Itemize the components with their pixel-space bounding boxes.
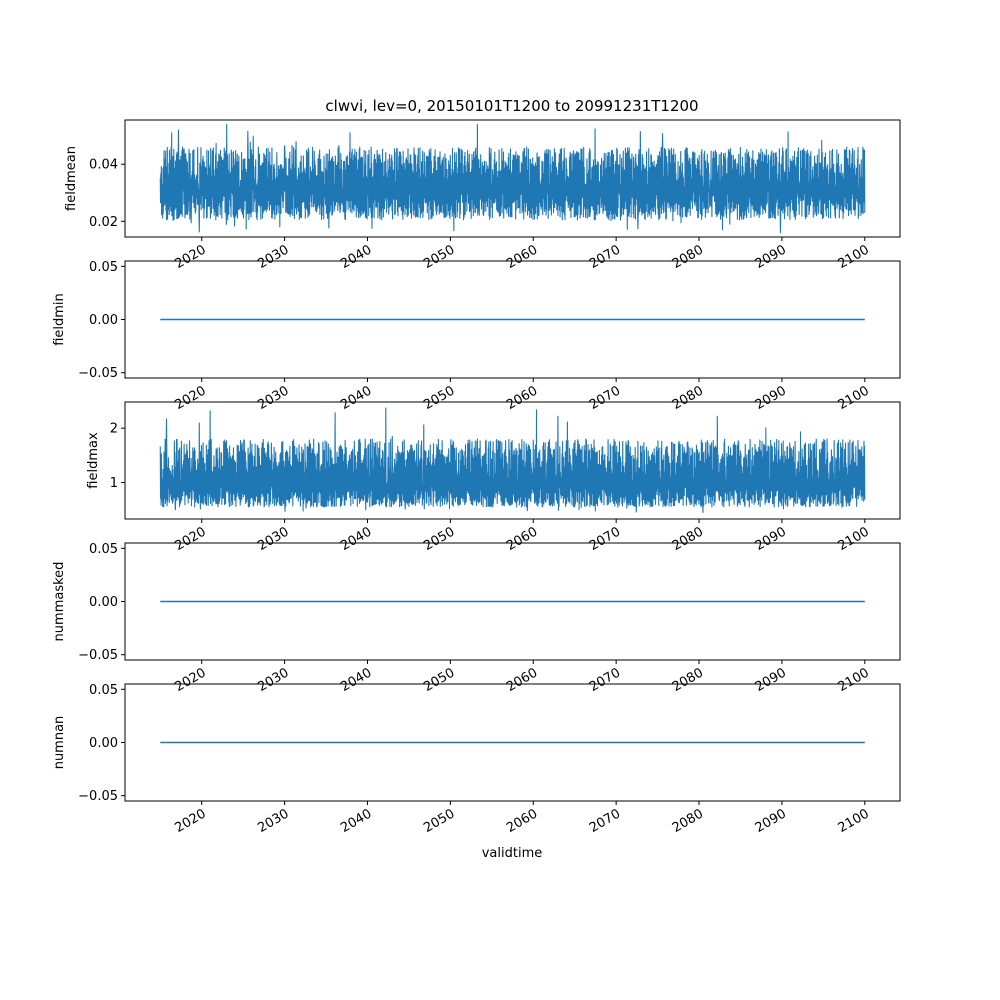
y-axis-label-fieldmax: fieldmax	[86, 432, 101, 489]
y-tick-label-numnan: 0.00	[89, 736, 118, 751]
y-tick-label-fieldmin: 0.05	[89, 260, 118, 275]
y-tick-label-fieldmax: 2	[110, 422, 118, 437]
y-axis-label-numnan: numnan	[52, 716, 67, 770]
y-tick-label-numnan: −0.05	[78, 789, 118, 804]
y-axis-label-fieldmean: fieldmean	[64, 146, 79, 211]
y-axis-label-fieldmin: fieldmin	[52, 293, 67, 346]
axes-frame-fieldmean	[124, 119, 901, 238]
series-line-fieldmean	[159, 123, 866, 234]
y-tick-label-nummasked: −0.05	[78, 648, 118, 663]
y-tick-label-fieldmin: 0.00	[89, 313, 118, 328]
y-tick-label-fieldmax: 1	[110, 476, 118, 491]
y-tick-label-numnan: 0.05	[89, 683, 118, 698]
y-tick-label-fieldmin: −0.05	[78, 366, 118, 381]
y-tick-label-nummasked: 0.05	[89, 542, 118, 557]
chart-title: clwvi, lev=0, 20150101T1200 to 20991231T…	[325, 97, 698, 115]
y-tick-label-nummasked: 0.00	[89, 595, 118, 610]
series-line-fieldmax	[159, 407, 866, 514]
y-tick-label-fieldmean: 0.04	[89, 158, 118, 173]
y-tick-label-fieldmean: 0.02	[89, 215, 118, 230]
y-axis-label-nummasked: nummasked	[52, 562, 67, 642]
axes-frame-fieldmax	[124, 401, 901, 520]
x-axis-label: validtime	[482, 846, 543, 861]
